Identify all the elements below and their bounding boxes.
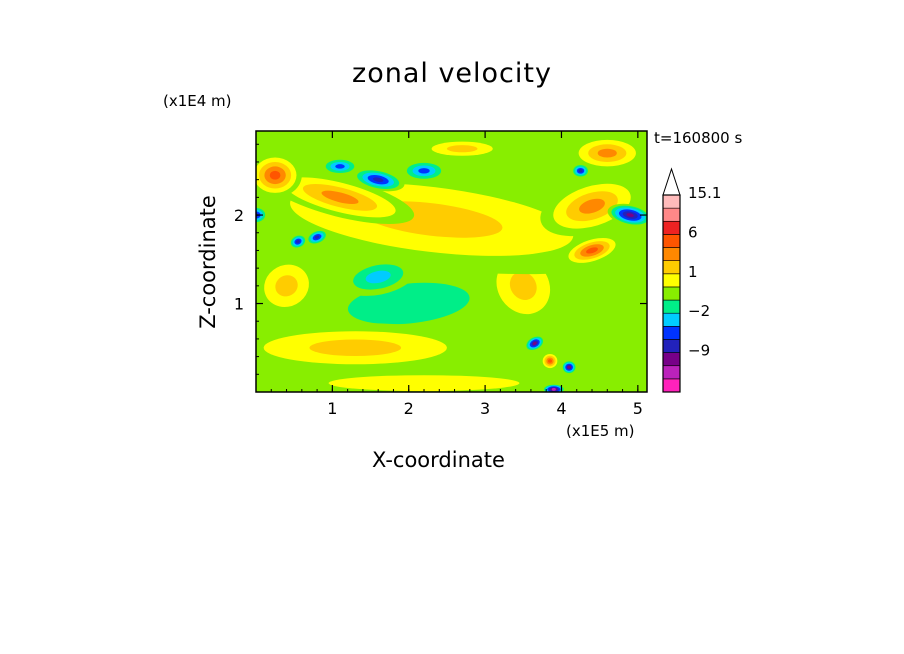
colorbar-level-7 bbox=[662, 286, 681, 301]
colorbar-extend-arrow bbox=[662, 167, 681, 196]
field-contour-11-3 bbox=[335, 164, 345, 169]
axes: 1 2 3 4 5 1 2 bbox=[234, 131, 647, 418]
field-contour-5-2 bbox=[509, 271, 537, 300]
colorbar-level-13 bbox=[662, 207, 681, 222]
colorbar-level-12 bbox=[662, 220, 681, 235]
colorbar-level-9 bbox=[662, 260, 681, 275]
field-contour-19-4 bbox=[296, 240, 300, 244]
colorbar-tick-label-3: −2 bbox=[688, 302, 710, 320]
field-contour-12-3 bbox=[597, 148, 617, 158]
field-contour-4-2 bbox=[275, 275, 298, 297]
y-axis-unit-label: (x1E4 m) bbox=[163, 92, 232, 110]
x-axis-label: X-coordinate bbox=[372, 448, 505, 472]
colorbar-level-10 bbox=[662, 247, 681, 261]
colorbar-level-1 bbox=[662, 365, 681, 380]
field-contour-23-5 bbox=[626, 213, 634, 217]
field-contour-9-3 bbox=[579, 198, 605, 214]
field-contour-7-3 bbox=[418, 168, 430, 174]
colorbar-level-5 bbox=[662, 312, 681, 327]
colorbar-level-0 bbox=[662, 378, 681, 393]
field-contour-14-4 bbox=[372, 177, 384, 182]
field-contour-17-4 bbox=[578, 169, 583, 173]
colorbar-level-2 bbox=[662, 352, 681, 367]
y-tick-label-1: 2 bbox=[234, 206, 244, 225]
field-contour-2-2 bbox=[365, 270, 391, 284]
field-contour-16-4 bbox=[586, 247, 598, 254]
field-contour-21-5 bbox=[532, 341, 537, 345]
field-contour-24-6 bbox=[551, 387, 556, 391]
x-tick-label-0: 1 bbox=[327, 399, 337, 418]
y-tick-label-0: 1 bbox=[234, 295, 244, 314]
colorbar-frame bbox=[662, 194, 681, 393]
field-contour-8-2 bbox=[446, 145, 478, 153]
colorbar-tick-label-0: 15.1 bbox=[688, 184, 721, 202]
x-tick-label-4: 5 bbox=[633, 399, 643, 418]
field-contour-18-4 bbox=[314, 235, 320, 239]
field-contour-20-4 bbox=[548, 359, 553, 363]
field-contour-13-4 bbox=[269, 170, 281, 180]
colorbar-level-11 bbox=[662, 234, 681, 248]
x-axis-unit-label: (x1E5 m) bbox=[566, 422, 635, 440]
colorbar: 15.1 6 1 −2 −9 bbox=[662, 167, 721, 393]
field-contour-22-5 bbox=[567, 365, 572, 369]
x-tick-label-1: 2 bbox=[404, 399, 414, 418]
colorbar-tick-label-2: 1 bbox=[688, 263, 698, 281]
time-label: t=160800 s bbox=[654, 129, 743, 147]
x-tick-label-3: 4 bbox=[556, 399, 566, 418]
field-contour-10-3 bbox=[321, 190, 359, 205]
plot-frame bbox=[255, 130, 648, 393]
field-contour-3-2 bbox=[309, 339, 402, 357]
colorbar-level-3 bbox=[662, 339, 681, 353]
colorbar-level-14 bbox=[662, 194, 681, 209]
field-contour-1-1 bbox=[328, 375, 520, 392]
x-tick-label-2: 3 bbox=[480, 399, 490, 418]
colorbar-level-6 bbox=[662, 299, 681, 314]
colorbar-tick-label-4: −9 bbox=[688, 342, 710, 360]
chart-title: zonal velocity bbox=[352, 58, 552, 89]
colorbar-level-8 bbox=[662, 273, 681, 288]
velocity-field bbox=[256, 131, 647, 392]
colorbar-tick-label-1: 6 bbox=[688, 223, 698, 241]
colorbar-level-4 bbox=[662, 326, 681, 340]
